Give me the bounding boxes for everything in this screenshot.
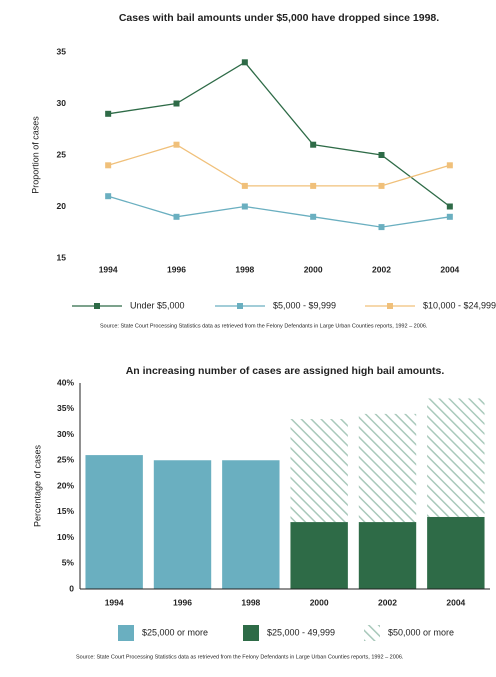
bar-segment [427, 516, 485, 589]
x-tick-label: 2002 [372, 264, 391, 274]
legend-marker [387, 303, 393, 309]
bar-segment [358, 522, 417, 589]
y-tick-label: 25% [57, 455, 74, 465]
legend-swatch [243, 625, 259, 641]
legend-marker [237, 303, 243, 309]
x-tick-label: 2000 [304, 264, 323, 274]
series-line [107, 195, 450, 228]
point [173, 213, 180, 220]
legend-swatch [118, 625, 134, 641]
point [173, 100, 180, 107]
legend-label: $25,000 or more [142, 627, 208, 637]
legend-marker [94, 303, 100, 309]
bar-segment [85, 455, 143, 589]
y-tick-label: 15 [57, 252, 67, 262]
x-tick-label: 2004 [440, 264, 459, 274]
x-tick-label: 1996 [167, 264, 186, 274]
x-tick-label: 2000 [310, 597, 329, 607]
point [105, 193, 112, 200]
bar-segment [358, 413, 417, 523]
point [378, 182, 385, 189]
legend-label: $25,000 - 49,999 [267, 627, 335, 637]
y-tick-label: 25 [57, 149, 67, 159]
y-tick-label: 30 [57, 98, 67, 108]
x-tick-label: 1998 [235, 264, 254, 274]
point [378, 152, 385, 158]
point [310, 182, 317, 189]
y-tick-label: 20% [57, 480, 74, 490]
legend-label: $5,000 - $9,999 [273, 300, 336, 310]
point [446, 162, 453, 169]
y-tick-label: 35% [57, 403, 74, 413]
point [446, 203, 453, 210]
y-tick-label: 20 [57, 201, 67, 211]
legend-swatch [364, 625, 380, 641]
point [105, 110, 112, 117]
point [241, 59, 248, 66]
point [310, 213, 317, 220]
x-tick-label: 1998 [241, 597, 260, 607]
x-tick-label: 1994 [99, 264, 118, 274]
legend-label: Under $5,000 [130, 300, 185, 310]
y-tick-label: 0 [69, 583, 74, 593]
x-tick-label: 2002 [378, 597, 397, 607]
point [446, 213, 453, 220]
series-line [107, 143, 451, 187]
x-tick-label: 2004 [446, 597, 465, 607]
point [310, 141, 317, 148]
point [378, 224, 385, 231]
bar-segment [222, 460, 280, 589]
x-tick-label: 1994 [105, 597, 124, 607]
y-tick-label: 15% [57, 506, 74, 516]
legend-label: $10,000 - $24,999 [423, 300, 496, 310]
chart-title: An increasing number of cases are assign… [126, 365, 445, 377]
point [241, 182, 248, 189]
source-note: Source: State Court Processing Statistic… [100, 323, 428, 329]
legend-label: $50,000 or more [388, 627, 454, 637]
y-tick-label: 40% [57, 377, 74, 387]
point [173, 141, 180, 148]
series-line [108, 61, 451, 208]
y-tick-label: 30% [57, 429, 74, 439]
chart-title: Cases with bail amounts under $5,000 hav… [119, 12, 439, 24]
bar-segment [290, 419, 348, 523]
source-note: Source: State Court Processing Statistic… [76, 654, 404, 660]
y-tick-label: 10% [57, 532, 74, 542]
point [241, 203, 248, 210]
bar-segment [153, 460, 212, 589]
bar-segment [427, 398, 485, 517]
y-tick-label: 35 [57, 46, 67, 56]
point [105, 162, 112, 169]
y-tick-label: 5% [62, 558, 75, 568]
y-axis-label: Proportion of cases [30, 116, 40, 194]
y-axis-label: Percentage of cases [32, 444, 42, 527]
x-tick-label: 1996 [173, 597, 192, 607]
bar-segment [290, 522, 348, 589]
